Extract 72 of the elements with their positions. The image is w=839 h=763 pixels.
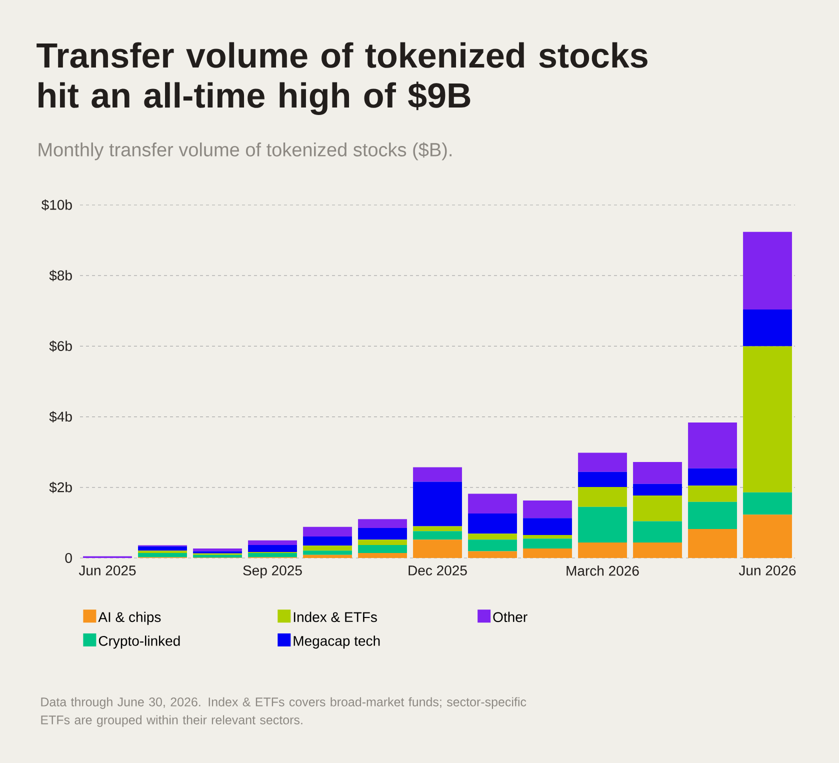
bar	[688, 529, 737, 558]
bar	[688, 422, 737, 468]
bar	[633, 542, 682, 558]
bar	[633, 496, 682, 522]
x-tick-label: Jun 2025	[78, 566, 136, 576]
bar	[578, 487, 627, 507]
bar	[688, 486, 737, 502]
bar	[138, 550, 187, 554]
bar	[743, 514, 792, 558]
bar	[743, 232, 792, 310]
y-tick-label: $4b	[49, 411, 72, 422]
legend-label: Other	[493, 612, 528, 622]
bar	[743, 309, 792, 346]
text: Data through June 30, 2026. Index & ETFs covers broad-market funds; sector-specific ETFs are grouped within their relevant sectors.	[41, 697, 526, 727]
bar	[523, 518, 572, 536]
bar	[633, 521, 682, 542]
x-tick-label: Jun 2026	[738, 566, 796, 576]
bar	[248, 540, 297, 545]
y-tick-label: 0	[65, 553, 72, 563]
bar	[138, 546, 187, 551]
bar	[358, 519, 407, 528]
bar	[413, 467, 462, 482]
bar	[138, 553, 187, 558]
bar	[468, 540, 517, 552]
bar	[413, 526, 462, 532]
legend-label: Crypto-linked	[98, 636, 180, 649]
bar	[688, 468, 737, 486]
bar	[468, 551, 517, 558]
bar	[523, 535, 572, 539]
bar	[578, 542, 627, 558]
bar	[248, 544, 297, 552]
bar	[578, 472, 627, 488]
bar	[193, 548, 242, 552]
x-tick-label: Sep 2025	[243, 566, 302, 578]
bar	[688, 502, 737, 530]
y-tick-label: $2b	[49, 482, 72, 494]
bar	[413, 482, 462, 526]
bar	[743, 492, 792, 515]
y-tick-label: $6b	[49, 340, 72, 352]
bar	[193, 554, 242, 558]
bar	[303, 536, 352, 546]
bar	[303, 546, 352, 551]
bar	[303, 550, 352, 555]
chart-subtitle: Monthly transfer volume of tokenized stocks ($B).	[38, 142, 452, 160]
y-tick-label: $10b	[41, 199, 72, 211]
bar	[743, 346, 792, 492]
bar	[578, 506, 627, 542]
bar	[248, 553, 297, 558]
bar	[468, 514, 517, 534]
bar	[358, 528, 407, 540]
bar	[358, 553, 407, 558]
legend-label: Index & ETFs	[294, 612, 377, 622]
bar	[633, 484, 682, 496]
chart-title: Transfer volume of tokenized stocks hit an all-time high of $9B	[36, 42, 648, 115]
y-tick-label: $8b	[49, 270, 72, 282]
bar	[468, 534, 517, 540]
bar	[633, 462, 682, 484]
bar	[303, 554, 352, 558]
bar	[303, 526, 352, 536]
bar	[358, 544, 407, 554]
bar	[413, 531, 462, 540]
legend-label: Megacap tech	[294, 636, 380, 649]
bar	[523, 538, 572, 548]
bar	[358, 540, 407, 545]
bar	[413, 540, 462, 558]
bar	[523, 548, 572, 558]
bar	[578, 452, 627, 472]
x-tick-label: Dec 2025	[408, 566, 467, 576]
bar	[523, 500, 572, 518]
bar	[468, 494, 517, 514]
legend-label: AI & chips	[98, 612, 161, 625]
x-tick-label: March 2026	[566, 566, 639, 576]
